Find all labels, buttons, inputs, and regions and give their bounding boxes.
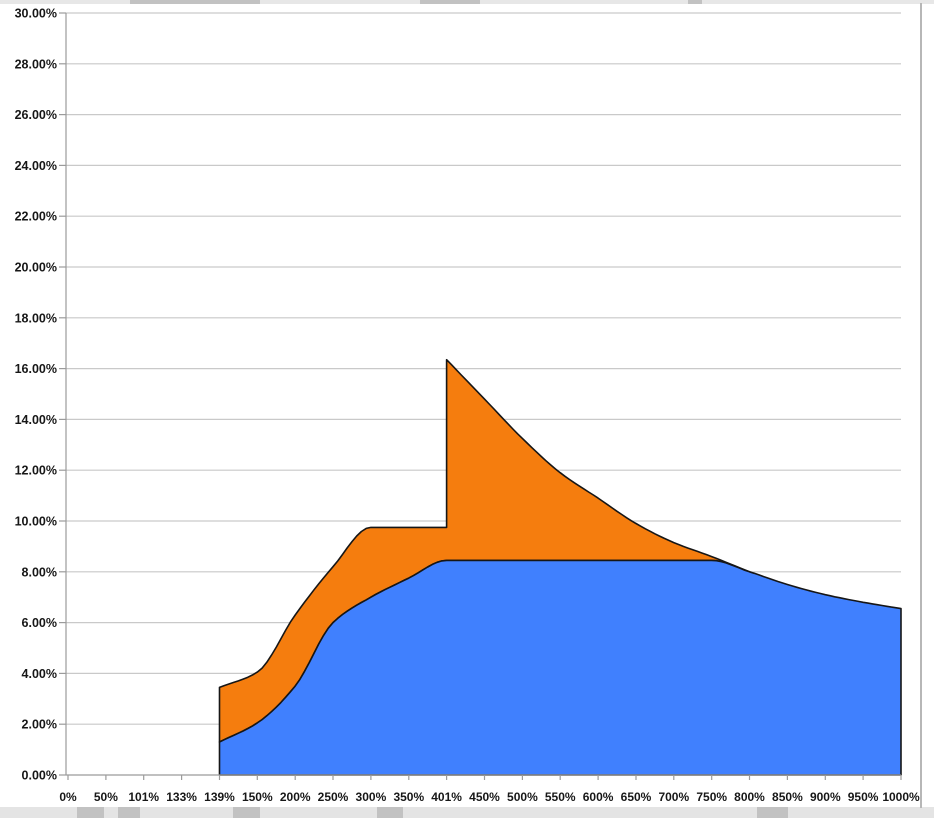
x-axis-label: 101% — [128, 790, 159, 804]
y-axis-label: 2.00% — [22, 718, 57, 732]
x-axis-label: 900% — [810, 790, 841, 804]
x-axis-label: 350% — [393, 790, 424, 804]
y-axis-label: 30.00% — [15, 7, 57, 21]
spreadsheet-cell-artifact — [118, 807, 140, 818]
x-axis-label: 250% — [318, 790, 349, 804]
x-axis-label: 700% — [658, 790, 689, 804]
y-axis-label: 20.00% — [15, 261, 57, 275]
x-axis-label: 0% — [59, 790, 77, 804]
x-axis-label: 500% — [507, 790, 538, 804]
x-axis-label: 50% — [94, 790, 118, 804]
x-axis-label: 139% — [204, 790, 235, 804]
spreadsheet-cell-artifact — [377, 807, 403, 818]
x-axis-label: 200% — [280, 790, 311, 804]
y-axis-label: 22.00% — [15, 210, 57, 224]
y-axis-label: 16.00% — [15, 362, 57, 376]
x-axis-label: 133% — [166, 790, 197, 804]
spreadsheet-cell-artifact — [233, 807, 260, 818]
chart-right-border — [920, 3, 922, 808]
spreadsheet-cell-artifact — [757, 807, 788, 818]
spreadsheet-cell-artifact — [130, 0, 260, 4]
y-axis-label: 28.00% — [15, 57, 57, 71]
y-axis-label: 12.00% — [15, 464, 57, 478]
x-axis-label: 550% — [545, 790, 576, 804]
y-axis-label: 24.00% — [15, 159, 57, 173]
y-axis-label: 26.00% — [15, 108, 57, 122]
y-axis-label: 8.00% — [22, 565, 57, 579]
x-axis-label: 750% — [696, 790, 727, 804]
x-axis-label: 650% — [621, 790, 652, 804]
x-axis-label: 150% — [242, 790, 273, 804]
x-axis-label: 1000% — [882, 790, 920, 804]
y-axis-label: 0.00% — [22, 769, 57, 783]
spreadsheet-clip-top — [0, 0, 934, 4]
spreadsheet-cell-artifact — [688, 0, 702, 4]
bottom-blue-area — [218, 559, 902, 776]
y-axis-label: 6.00% — [22, 616, 57, 630]
y-axis-label: 18.00% — [15, 311, 57, 325]
y-axis-label: 4.00% — [22, 667, 57, 681]
x-axis-label: 850% — [772, 790, 803, 804]
spreadsheet-clip-bottom — [0, 807, 934, 818]
x-axis-label: 300% — [356, 790, 387, 804]
x-axis-label: 800% — [734, 790, 765, 804]
x-axis-label: 950% — [848, 790, 879, 804]
x-axis-label: 600% — [583, 790, 614, 804]
spreadsheet-cell-artifact — [420, 0, 480, 4]
y-axis-label: 14.00% — [15, 413, 57, 427]
spreadsheet-cell-artifact — [77, 807, 104, 818]
y-axis-label: 10.00% — [15, 515, 57, 529]
x-axis-label: 450% — [469, 790, 500, 804]
x-axis-label: 401% — [431, 790, 462, 804]
